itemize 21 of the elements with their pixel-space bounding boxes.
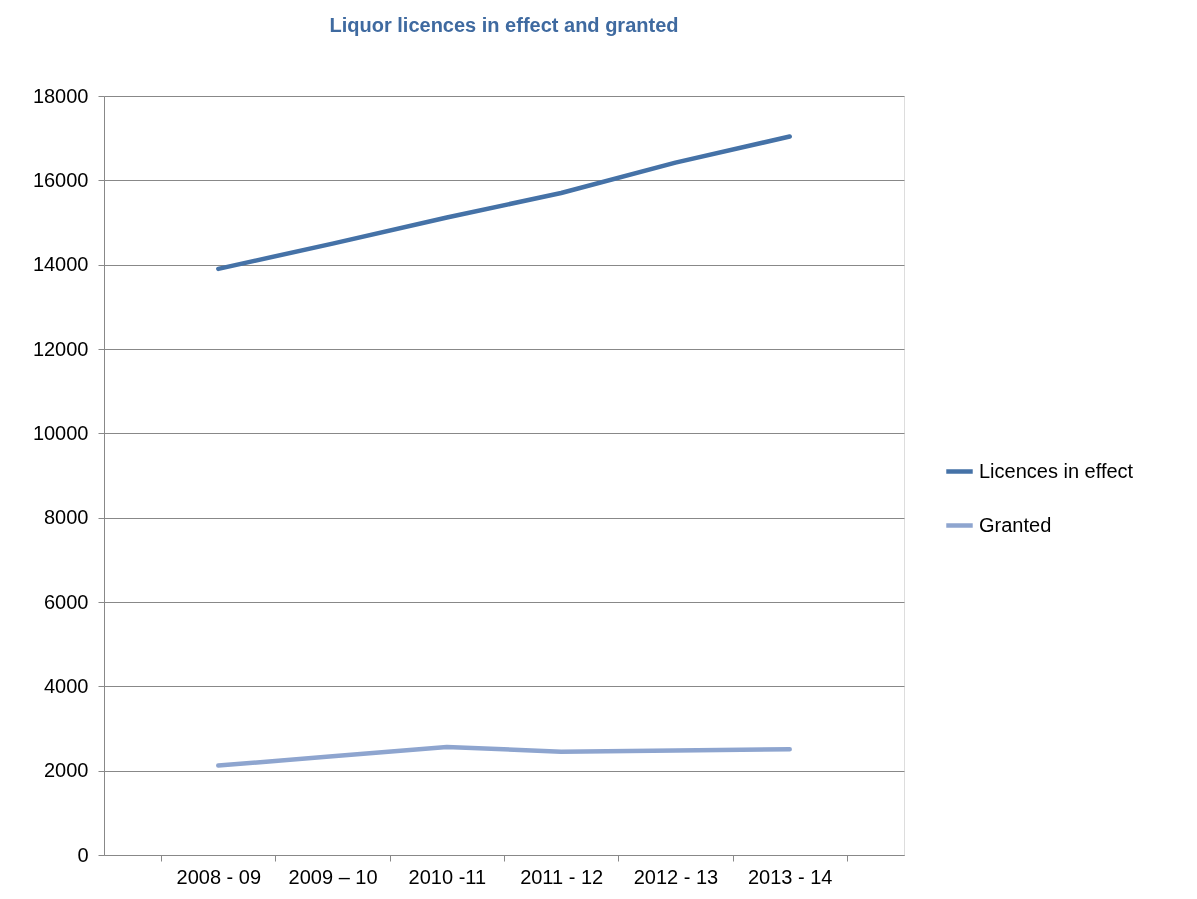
legend-label: Licences in effect (979, 459, 1134, 482)
x-tick-label: 2012 - 13 (633, 865, 719, 888)
legend-label: Granted (979, 513, 1052, 536)
x-tick-label: 2010 -11 (408, 865, 487, 888)
y-tick-label: 8000 (44, 506, 89, 529)
y-tick-label: 6000 (44, 590, 89, 613)
x-tick-label: 2011 - 12 (520, 865, 604, 888)
line-series (216, 744, 792, 768)
y-tick-label: 16000 (32, 168, 89, 191)
line-series (216, 134, 792, 272)
x-tick-label: 2008 - 09 (176, 865, 262, 888)
y-tick-label: 2000 (44, 759, 89, 782)
y-tick-label: 12000 (32, 337, 89, 360)
chart-title: Liquor licences in effect and granted (329, 14, 679, 36)
y-tick-label: 18000 (32, 84, 89, 107)
x-tick-label: 2009 – 10 (288, 865, 378, 888)
x-tick-label: 2013 - 14 (747, 865, 833, 888)
y-tick-label: 10000 (32, 421, 89, 444)
y-tick-label: 14000 (32, 253, 89, 276)
y-tick-label: 4000 (44, 674, 89, 697)
y-tick-label: 0 (77, 843, 89, 866)
